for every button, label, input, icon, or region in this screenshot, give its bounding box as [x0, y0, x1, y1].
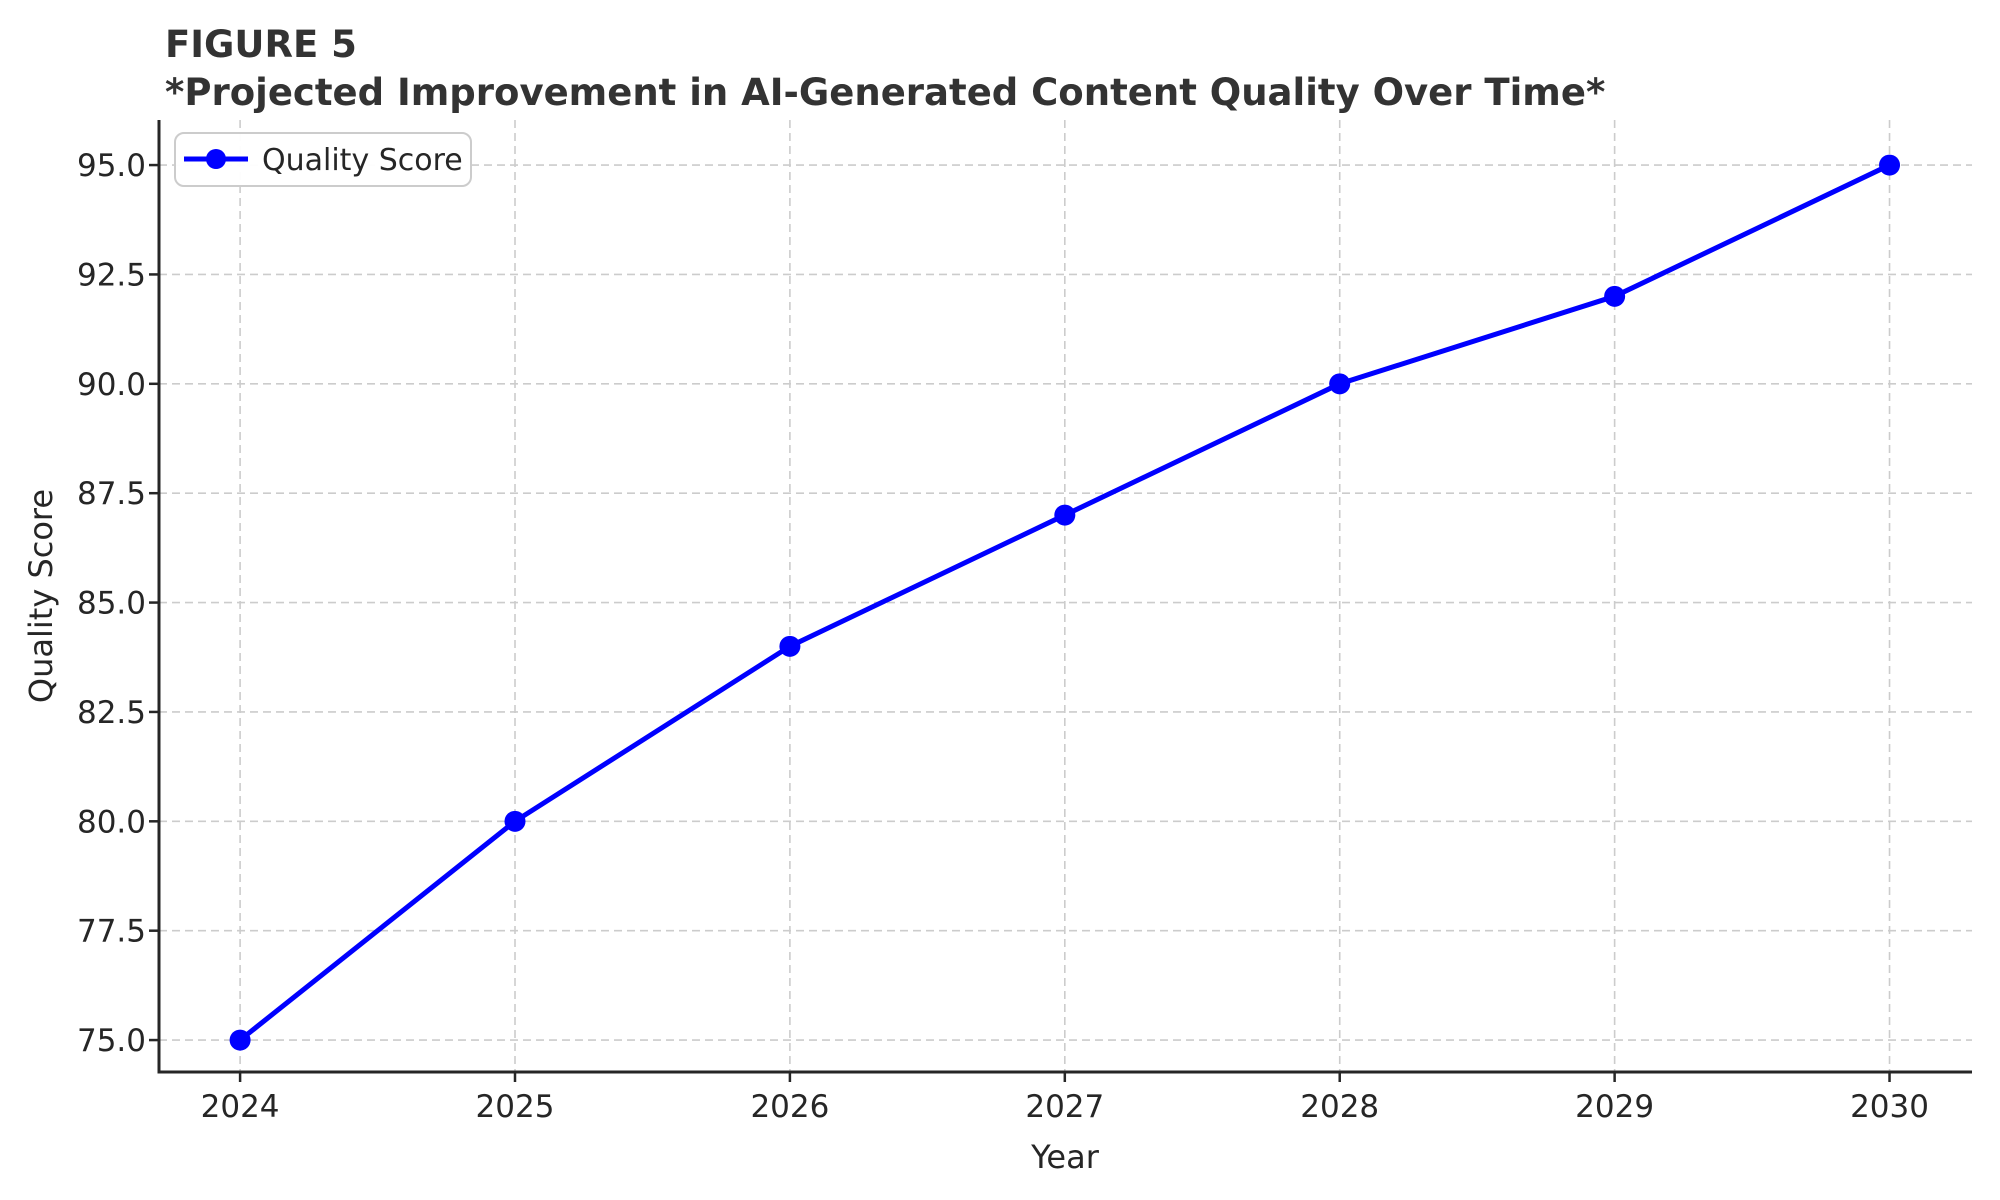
y-tick-label: 82.5 — [77, 695, 146, 731]
data-series — [229, 154, 1901, 1051]
x-axis-label: Year — [1030, 1138, 1100, 1176]
gridlines — [159, 120, 1972, 1072]
legend-box — [174, 132, 472, 187]
legend-entry-label: Quality Score — [262, 143, 463, 178]
legend-marker-icon — [206, 149, 226, 169]
y-axis-label: Quality Score — [22, 489, 60, 703]
x-tick-label: 2030 — [1850, 1089, 1929, 1125]
y-tick-label: 75.0 — [77, 1023, 146, 1059]
y-tick-label: 90.0 — [77, 367, 146, 403]
x-tick-label: 2026 — [750, 1089, 829, 1125]
y-tick-label: 85.0 — [77, 586, 146, 622]
x-tick-label: 2024 — [201, 1089, 280, 1125]
y-tick-label: 92.5 — [77, 257, 146, 293]
y-tick-label: 80.0 — [77, 804, 146, 840]
data-point-marker — [1054, 504, 1076, 526]
data-point-marker — [229, 1029, 251, 1051]
x-tick-label: 2025 — [476, 1089, 555, 1125]
x-tick-label: 2027 — [1025, 1089, 1104, 1125]
data-point-marker — [779, 635, 801, 657]
axis-ticks: 2024 2025 2026 2027 2028 2029 2030 75.0 77.5 80.0… — [77, 148, 1929, 1125]
legend: Quality Score — [174, 132, 472, 187]
data-point-marker — [1604, 285, 1626, 307]
y-tick-label: 77.5 — [77, 914, 146, 950]
x-tick-label: 2029 — [1575, 1089, 1654, 1125]
x-tick-label: 2028 — [1300, 1089, 1379, 1125]
data-point-marker — [1329, 373, 1351, 395]
y-tick-label: 87.5 — [77, 476, 146, 512]
data-point-marker — [504, 810, 526, 832]
y-tick-label: 95.0 — [77, 148, 146, 184]
chart-title: *Projected Improvement in AI-Generated C… — [165, 71, 1605, 114]
figure-label: FIGURE 5 — [165, 23, 357, 66]
data-point-marker — [1879, 154, 1901, 176]
